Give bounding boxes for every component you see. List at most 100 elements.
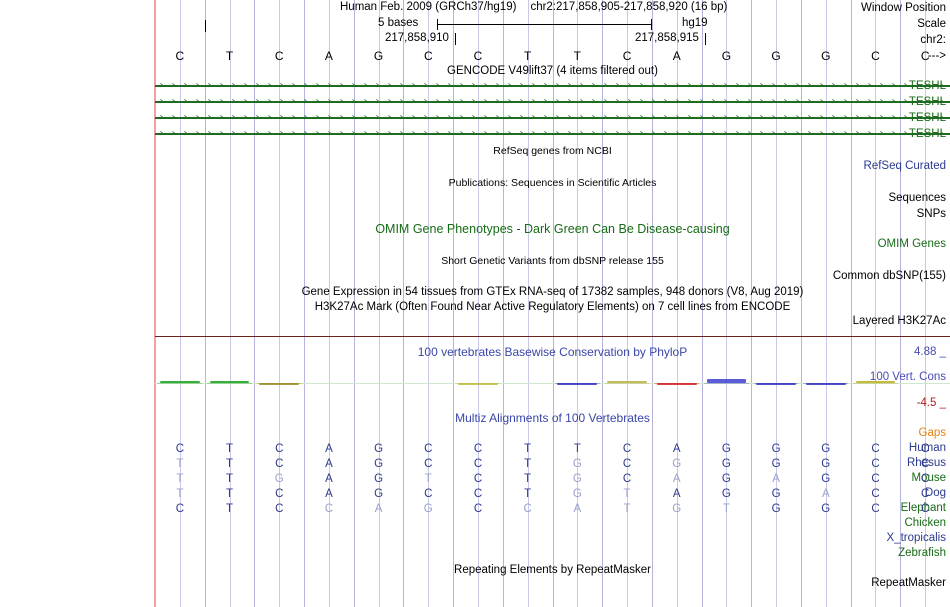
gene-row-2[interactable]: › › › › › › › › › › › › › › › › › › › › › › › › › › › › › › › › › › › › › › › ›… xyxy=(155,112,950,123)
strand-arrow-icon: › xyxy=(939,112,944,123)
alignment-base: G xyxy=(721,443,731,455)
alignment-base: C xyxy=(473,488,483,500)
strand-arrow-icon: › xyxy=(291,96,296,107)
strand-arrow-icon: › xyxy=(831,128,836,139)
strand-arrow-icon: › xyxy=(339,112,344,123)
species-label-x_tropicalis[interactable]: X_tropicalis xyxy=(886,532,946,544)
strand-arrow-icon: › xyxy=(303,80,308,91)
strand-arrow-icon: › xyxy=(927,128,932,139)
species-label-zebrafish[interactable]: Zebrafish xyxy=(898,547,946,559)
species-label-rhesus[interactable]: Rhesus xyxy=(907,457,946,469)
strand-arrow-icon: › xyxy=(807,96,812,107)
repeatmasker-label[interactable]: RepeatMasker xyxy=(871,577,946,589)
cons-min-number: -4.5 xyxy=(916,397,937,409)
species-label-human[interactable]: Human xyxy=(908,442,946,454)
strand-arrow-icon: › xyxy=(735,80,740,91)
alignment-base: T xyxy=(573,443,581,455)
gene-row-3[interactable]: › › › › › › › › › › › › › › › › › › › › › › › › › › › › › › › › › › › › › › › ›… xyxy=(155,128,950,139)
conservation-baseline xyxy=(455,383,501,384)
layered-h3k27ac-label[interactable]: Layered H3K27Ac xyxy=(852,315,946,327)
strand-arrow-icon: › xyxy=(843,80,848,91)
strand-arrow-icon: › xyxy=(315,96,320,107)
strand-arrow-icon: › xyxy=(315,112,320,123)
omim-genes-label[interactable]: OMIM Genes xyxy=(877,238,946,250)
strand-arrow-icon: › xyxy=(939,80,944,91)
strand-arrow-icon: › xyxy=(447,96,452,107)
strand-arrow-icon: › xyxy=(435,96,440,107)
strand-arrow-icon: › xyxy=(291,128,296,139)
strand-arrow-icon: › xyxy=(663,80,668,91)
conservation-plot[interactable] xyxy=(155,336,950,404)
strand-arrow-icon: › xyxy=(531,96,536,107)
gene-row-0[interactable]: › › › › › › › › › › › › › › › › › › › › › › › › › › › › › › › › › › › › › › › ›… xyxy=(155,80,950,91)
refseq-curated-label[interactable]: RefSeq Curated xyxy=(863,160,946,172)
conservation-label[interactable]: 100 Vert. Cons xyxy=(869,371,946,383)
alignment-base: G xyxy=(672,458,682,470)
alignment-base: C xyxy=(921,458,930,470)
strand-arrow-icon: › xyxy=(771,80,776,91)
strand-arrow-icon: › xyxy=(651,128,656,139)
strand-arrow-icon: › xyxy=(591,80,596,91)
strand-arrow-icon: › xyxy=(867,112,872,123)
strand-arrow-icon: › xyxy=(159,80,164,91)
strand-arrow-icon: › xyxy=(759,96,764,107)
strand-arrow-icon: › xyxy=(279,80,284,91)
species-label-mouse[interactable]: Mouse xyxy=(911,472,946,484)
strand-arrow-icon: › xyxy=(807,112,812,123)
snps-label[interactable]: SNPs xyxy=(916,208,946,220)
strand-arrow-icon: › xyxy=(903,128,908,139)
alignment-base: A xyxy=(672,443,681,455)
alignment-base: G xyxy=(771,458,781,470)
strand-arrow-icon: › xyxy=(159,96,164,107)
omim-track-label: OMIM Gene Phenotypes - Dark Green Can Be… xyxy=(375,222,730,236)
conservation-bar xyxy=(209,380,250,383)
strand-arrow-icon: › xyxy=(855,128,860,139)
conservation-baseline xyxy=(256,383,302,384)
strand-arrow-icon: › xyxy=(627,96,632,107)
strand-arrow-icon: › xyxy=(399,112,404,123)
publications-track-label: Publications: Sequences in Scientific Ar… xyxy=(448,177,657,189)
alignment-base: C xyxy=(275,458,284,470)
strand-arrow-icon: › xyxy=(339,128,344,139)
strand-arrow-icon: › xyxy=(687,128,692,139)
alignment-base: T xyxy=(226,503,234,515)
species-label-elephant[interactable]: Elephant xyxy=(900,502,946,514)
strand-arrow-icon: › xyxy=(615,96,620,107)
strand-arrow-icon: › xyxy=(687,80,692,91)
strand-arrow-icon: › xyxy=(699,96,704,107)
strand-arrow-icon: › xyxy=(807,80,812,91)
strand-arrow-icon: › xyxy=(819,80,824,91)
strand-arrow-icon: › xyxy=(867,128,872,139)
gene-row-1[interactable]: › › › › › › › › › › › › › › › › › › › › › › › › › › › › › › › › › › › › › › › ›… xyxy=(155,96,950,107)
strand-arrow-icon: › xyxy=(447,80,452,91)
alignment-base: G xyxy=(821,443,831,455)
alignment-base: T xyxy=(524,443,532,455)
sequences-label[interactable]: Sequences xyxy=(888,192,946,204)
strand-arrow-icon: › xyxy=(675,96,680,107)
strand-arrow-icon: › xyxy=(471,80,476,91)
strand-arrow-icon: › xyxy=(855,80,860,91)
strand-arrow-icon: › xyxy=(771,128,776,139)
strand-arrow-icon: › xyxy=(879,96,884,107)
alignment-base: G xyxy=(274,473,284,485)
strand-arrow-icon: › xyxy=(795,112,800,123)
common-dbsnp-label[interactable]: Common dbSNP(155) xyxy=(832,270,946,282)
scale-bar-text: 5 bases xyxy=(378,17,419,29)
strand-arrow-icon: › xyxy=(423,96,428,107)
strand-arrow-icon: › xyxy=(771,112,776,123)
strand-arrow-icon: › xyxy=(591,96,596,107)
alignment-base: T xyxy=(226,458,234,470)
strand-arrow-icon: › xyxy=(243,96,248,107)
strand-arrow-icon: › xyxy=(183,112,188,123)
conservation-track-label: 100 vertebrates Basewise Conservation by… xyxy=(417,345,688,359)
strand-arrow-icon: › xyxy=(411,128,416,139)
strand-arrow-icon: › xyxy=(495,128,500,139)
strand-arrow-icon: › xyxy=(375,112,380,123)
alignment-base: C xyxy=(871,473,880,485)
species-label-dog[interactable]: Dog xyxy=(924,487,946,499)
sequence-base: G xyxy=(721,49,732,63)
strand-arrow-icon: › xyxy=(603,112,608,123)
sequence-base: G xyxy=(771,49,781,63)
